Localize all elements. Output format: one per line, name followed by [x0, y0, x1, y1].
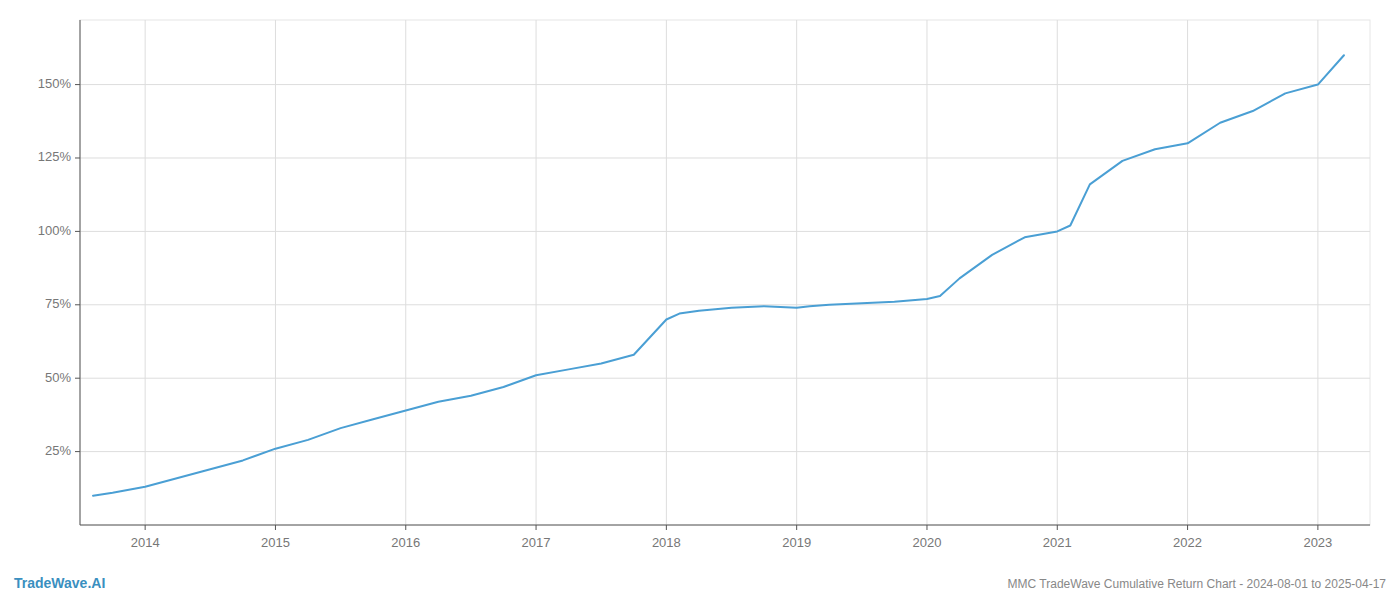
tick-mark: [75, 304, 80, 305]
tick-label: 2020: [913, 535, 942, 550]
chart: 25% 50% 75% 100% 125% 150% 2014 2015 2016 2017 201…: [0, 0, 1400, 600]
tick-mark: [75, 451, 80, 452]
grid: [80, 20, 1370, 525]
tick-mark: [75, 231, 80, 232]
plot-frame: [80, 20, 1370, 525]
grid-line: [536, 20, 537, 525]
axes: 25% 50% 75% 100% 125% 150% 2014 2015 2016 2017 201…: [38, 20, 1370, 550]
grid-line: [796, 20, 797, 525]
tick-mark: [1317, 525, 1318, 530]
grid-line: [80, 304, 1370, 305]
grid-line: [80, 451, 1370, 452]
grid-line: [80, 378, 1370, 379]
tick-mark: [1057, 525, 1058, 530]
grid-line: [145, 20, 146, 525]
plot-area: [93, 55, 1344, 495]
grid-line: [1187, 20, 1188, 525]
grid-line: [405, 20, 406, 525]
tick-label: 2023: [1303, 535, 1332, 550]
tick-label: 2019: [782, 535, 811, 550]
grid-line: [926, 20, 927, 525]
tick-label: 2014: [131, 535, 160, 550]
y-axis-line: [80, 20, 81, 525]
tick-label: 2018: [652, 535, 681, 550]
tick-mark: [405, 525, 406, 530]
data-line: [93, 55, 1344, 495]
tick-mark: [1187, 525, 1188, 530]
grid-line: [80, 84, 1370, 85]
tick-mark: [666, 525, 667, 530]
tick-label: 2016: [391, 535, 420, 550]
tick-mark: [145, 525, 146, 530]
tick-label: 50%: [45, 370, 71, 385]
tick-label: 25%: [45, 443, 71, 458]
tick-label: 2021: [1043, 535, 1072, 550]
tick-mark: [75, 378, 80, 379]
watermark: TradeWave.AI: [14, 575, 105, 591]
title: MMC TradeWave Cumulative Return Chart - …: [1008, 577, 1387, 591]
grid-line: [80, 231, 1370, 232]
tick-label: 2015: [261, 535, 290, 550]
grid-line: [1317, 20, 1318, 525]
x-axis-line: [80, 525, 1370, 526]
tick-mark: [926, 525, 927, 530]
grid-line: [80, 157, 1370, 158]
tick-mark: [75, 84, 80, 85]
tick-label: 100%: [38, 223, 72, 238]
grid-line: [666, 20, 667, 525]
tick-mark: [75, 157, 80, 158]
tick-label: 75%: [45, 296, 71, 311]
chart-container: 25% 50% 75% 100% 125% 150% 2014 2015 2016 2017 201…: [0, 0, 1400, 600]
tick-label: 150%: [38, 76, 72, 91]
tick-mark: [275, 525, 276, 530]
tick-mark: [536, 525, 537, 530]
tick-label: 2017: [522, 535, 551, 550]
tick-mark: [796, 525, 797, 530]
tick-label: 125%: [38, 149, 72, 164]
tick-label: 2022: [1173, 535, 1202, 550]
grid-line: [1057, 20, 1058, 525]
